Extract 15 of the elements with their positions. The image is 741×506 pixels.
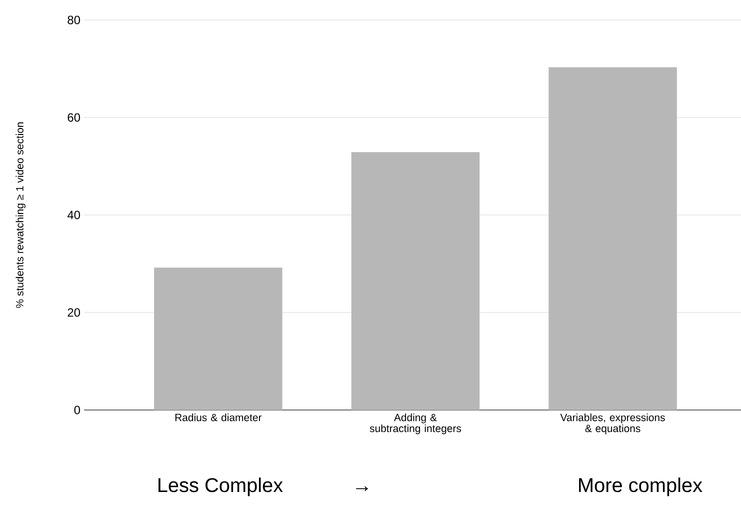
x-tick-label: Radius & diameter (175, 414, 262, 422)
x-tick-label: Adding & subtracting integers (370, 414, 461, 434)
y-tick-label: 20 (68, 308, 80, 317)
bar (351, 152, 480, 410)
y-tick-label: 80 (68, 16, 80, 24)
bar (154, 268, 282, 410)
y-tick-label: 60 (68, 113, 80, 122)
y-tick-label: 40 (67, 210, 80, 220)
text: Less Complex (158, 478, 283, 496)
text: More complex (579, 478, 702, 496)
text: → (356, 486, 368, 492)
x-tick-label: Variables, expressions & equations (560, 414, 665, 434)
y-tick-label: 0 (74, 406, 80, 414)
bar (548, 67, 677, 410)
y-axis-title: % students rewatching ≥ 1 video section (16, 122, 26, 308)
